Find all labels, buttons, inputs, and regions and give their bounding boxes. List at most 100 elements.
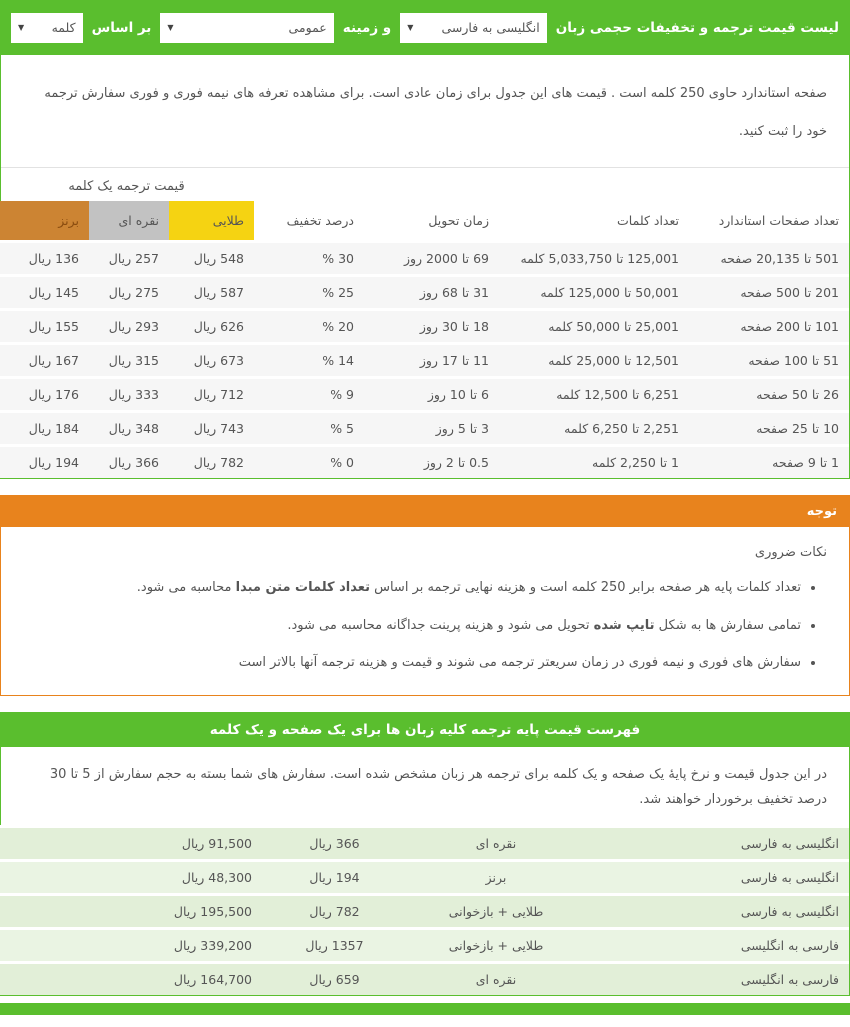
cell-pages: 51 تا 100 صفحه (689, 342, 849, 378)
language-select[interactable]: انگلیسی به فارسی ▼ (400, 12, 547, 43)
table-row: 501 تا 20,135 صفحه 125,001 تا 5,033,750 … (0, 240, 849, 276)
notice-section: توجه نکات ضروری تعداد کلمات پایه هر صفحه… (0, 495, 850, 696)
table-row: فارسی به انگلیسی طلایی + بازخوانی 1357 ر… (0, 926, 849, 962)
cell-discount: 14 % (254, 342, 364, 378)
list-item: تمامی سفارش ها به شکل تایپ شده تحویل می … (23, 616, 801, 636)
field-select[interactable]: عمومی ▼ (160, 12, 334, 43)
cell-language: انگلیسی به فارسی (585, 858, 849, 894)
bullet-text: سفارش های فوری و نیمه فوری در زمان سریعت… (238, 655, 801, 670)
cell-silver: 366 ریال (89, 444, 169, 478)
cell-language: فارسی به انگلیسی (585, 960, 849, 995)
cell-gold: 587 ریال (169, 274, 254, 310)
col-header-delivery: زمان تحویل (428, 213, 489, 228)
cell-pages: 501 تا 20,135 صفحه (689, 240, 849, 276)
notice-subheader: نکات ضروری (754, 545, 827, 560)
chevron-down-icon: ▼ (18, 23, 25, 32)
cell-pages: 201 تا 500 صفحه (689, 274, 849, 310)
cell-silver: 333 ریال (89, 376, 169, 412)
cell-gold: 673 ریال (169, 342, 254, 378)
cell-language: فارسی به انگلیسی (585, 926, 849, 962)
base-price-table: انگلیسی به فارسی نقره ای 366 ریال 91,500… (0, 824, 849, 995)
cell-pages: 10 تا 25 صفحه (689, 410, 849, 446)
cell-word-price: 782 ریال (262, 892, 407, 928)
cell-page-price: 339,200 ریال (0, 926, 262, 962)
cell-language: انگلیسی به فارسی (585, 824, 849, 860)
cell-silver: 348 ریال (89, 410, 169, 446)
table-header-row: تعداد صفحات استاندارد تعداد کلمات زمان ت… (0, 201, 849, 242)
bullet-bold-text: تایپ شده (593, 617, 655, 633)
cell-silver: 257 ریال (89, 240, 169, 276)
cell-word-price: 659 ریال (262, 960, 407, 995)
cell-quality: نقره ای (407, 824, 585, 860)
cell-discount: 9 % (254, 376, 364, 412)
cell-delivery: 0.5 تا 2 روز (364, 444, 499, 478)
cell-quality: طلایی + بازخوانی (407, 892, 585, 928)
cell-bronze: 194 ریال (0, 444, 89, 478)
col-header-words: تعداد کلمات (617, 213, 679, 228)
toolbar-title: لیست قیمت ترجمه و تخفیفات حجمی زبان (555, 19, 839, 36)
cell-pages: 26 تا 50 صفحه (689, 376, 849, 412)
cell-bronze: 155 ریال (0, 308, 89, 344)
cell-discount: 0 % (254, 444, 364, 478)
notice-header: توجه (1, 496, 849, 527)
base-price-section: فهرست قیمت پایه ترجمه کلیه زبان ها برای … (0, 711, 850, 996)
cell-language: انگلیسی به فارسی (585, 892, 849, 928)
intro-text: صفحه استاندارد حاوی 250 کلمه است . قیمت … (1, 55, 849, 168)
cell-delivery: 69 تا 2000 روز (364, 240, 499, 276)
table-row: 101 تا 200 صفحه 25,001 تا 50,000 کلمه 18… (0, 308, 849, 344)
cell-delivery: 31 تا 68 روز (364, 274, 499, 310)
language-select-value: انگلیسی به فارسی (441, 20, 540, 35)
cell-words: 12,501 تا 25,000 کلمه (499, 342, 689, 378)
cell-word-price: 194 ریال (262, 858, 407, 894)
cell-page-price: 195,500 ریال (0, 892, 262, 928)
col-header-silver: نقره ای (89, 201, 169, 242)
cell-discount: 30 % (254, 240, 364, 276)
chevron-down-icon: ▼ (407, 23, 414, 32)
cell-delivery: 18 تا 30 روز (364, 308, 499, 344)
basis-select[interactable]: کلمه ▼ (11, 12, 83, 43)
list-item: تعداد کلمات پایه هر صفحه برابر 250 کلمه … (23, 578, 801, 598)
cell-quality: طلایی + بازخوانی (407, 926, 585, 962)
cell-bronze: 184 ریال (0, 410, 89, 446)
cell-words: 50,001 تا 125,000 کلمه (499, 274, 689, 310)
cell-bronze: 145 ریال (0, 274, 89, 310)
table-row: 201 تا 500 صفحه 50,001 تا 125,000 کلمه 3… (0, 274, 849, 310)
word-price-group-header: قیمت ترجمه یک کلمه (68, 179, 185, 194)
table-row: 26 تا 50 صفحه 6,251 تا 12,500 کلمه 6 تا … (0, 376, 849, 412)
cell-discount: 25 % (254, 274, 364, 310)
cell-page-price: 164,700 ریال (0, 960, 262, 995)
bullet-text: تعداد کلمات پایه هر صفحه برابر 250 کلمه … (369, 580, 801, 595)
cell-bronze: 136 ریال (0, 240, 89, 276)
basis-label: بر اساس (91, 19, 152, 36)
cell-quality: نقره ای (407, 960, 585, 995)
bullet-text: تمامی سفارش ها به شکل (654, 617, 801, 633)
bullet-text: محاسبه می شود. (136, 580, 236, 595)
table-row: 1 تا 9 صفحه 1 تا 2,250 کلمه 0.5 تا 2 روز… (0, 444, 849, 478)
table-row: انگلیسی به فارسی نقره ای 366 ریال 91,500… (0, 824, 849, 860)
cell-gold: 782 ریال (169, 444, 254, 478)
spacer-cell (254, 168, 849, 201)
notice-list: تعداد کلمات پایه هر صفحه برابر 250 کلمه … (23, 578, 827, 673)
cell-words: 6,251 تا 12,500 کلمه (499, 376, 689, 412)
cell-bronze: 167 ریال (0, 342, 89, 378)
cell-words: 25,001 تا 50,000 کلمه (499, 308, 689, 344)
cell-gold: 743 ریال (169, 410, 254, 446)
base-price-header: فهرست قیمت پایه ترجمه کلیه زبان ها برای … (1, 712, 849, 747)
bullet-text: تحویل می شود و هزینه پرینت جداگانه محاسب… (287, 617, 594, 633)
notice-body: نکات ضروری تعداد کلمات پایه هر صفحه براب… (1, 527, 849, 695)
cell-words: 125,001 تا 5,033,750 کلمه (499, 240, 689, 276)
cell-words: 1 تا 2,250 کلمه (499, 444, 689, 478)
cell-delivery: 3 تا 5 روز (364, 410, 499, 446)
volume-pricing-section: لیست قیمت ترجمه و تخفیفات حجمی زبان انگل… (0, 0, 850, 479)
cell-pages: 1 تا 9 صفحه (689, 444, 849, 478)
col-header-bronze: برنز (0, 201, 89, 242)
cell-words: 2,251 تا 6,250 کلمه (499, 410, 689, 446)
cell-silver: 315 ریال (89, 342, 169, 378)
table-row: انگلیسی به فارسی طلایی + بازخوانی 782 ری… (0, 892, 849, 928)
cell-gold: 548 ریال (169, 240, 254, 276)
cell-bronze: 176 ریال (0, 376, 89, 412)
cell-gold: 626 ریال (169, 308, 254, 344)
col-header-gold: طلایی (169, 201, 254, 242)
volume-pricing-table: قیمت ترجمه یک کلمه تعداد صفحات استاندارد… (0, 168, 849, 478)
field-select-value: عمومی (288, 20, 327, 35)
